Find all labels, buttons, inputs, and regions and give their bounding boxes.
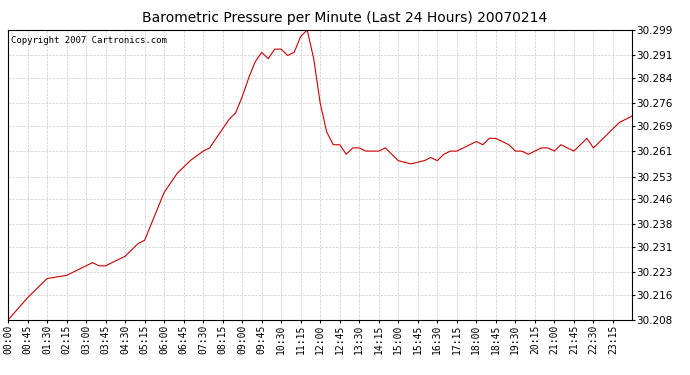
Text: Copyright 2007 Cartronics.com: Copyright 2007 Cartronics.com <box>11 36 167 45</box>
Text: Barometric Pressure per Minute (Last 24 Hours) 20070214: Barometric Pressure per Minute (Last 24 … <box>142 11 548 25</box>
